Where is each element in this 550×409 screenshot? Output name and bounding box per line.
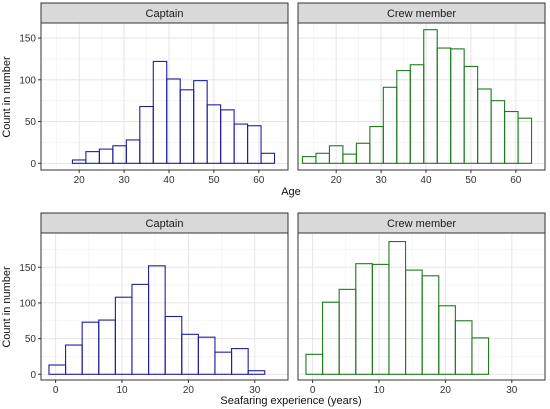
histogram-bar [247, 125, 262, 164]
histogram-bar [342, 153, 357, 164]
x-tick-label: 40 [420, 175, 432, 186]
y-tick-label: 0 [30, 370, 36, 381]
histogram-bar [260, 152, 276, 164]
facet-strip-label: Captain [146, 218, 184, 230]
x-tick-label: 0 [53, 385, 59, 396]
histogram-bar [65, 344, 83, 375]
x-tick-label: 20 [74, 175, 86, 186]
histogram-bar [471, 337, 490, 375]
x-tick-label: 20 [331, 175, 343, 186]
histogram-bar [197, 336, 216, 375]
histogram-bar [371, 263, 390, 375]
x-tick-label: 20 [183, 385, 195, 396]
y-tick-label: 50 [25, 334, 37, 345]
x-axis-title-experience: Seafaring experience (years) [220, 395, 361, 407]
x-tick-label: 30 [119, 175, 131, 186]
y-tick-label: 100 [19, 75, 36, 86]
x-tick-label: 30 [376, 175, 388, 186]
histogram-bar [148, 265, 166, 375]
histogram-bar [125, 139, 141, 164]
histogram-bar [338, 288, 357, 375]
y-tick-label: 50 [25, 117, 37, 128]
panel-experience-captain: Captain 0 10 20 30 0 50 100 150 [19, 212, 289, 396]
x-tick-label: 30 [506, 385, 518, 396]
x-tick-label: 10 [373, 385, 385, 396]
y-axis-title-top: Count in number [1, 56, 13, 138]
facet-strip-label: Crew member [387, 8, 456, 20]
x-tick-label: 50 [465, 175, 477, 186]
x-tick-label: 50 [208, 175, 220, 186]
histogram-bar [438, 305, 456, 375]
x-tick-label: 20 [440, 385, 452, 396]
x-tick-label: 60 [253, 175, 265, 186]
histogram-bar [81, 321, 100, 375]
y-tick-label: 150 [19, 263, 36, 274]
x-tick-label: 60 [510, 175, 522, 186]
histogram-bar [355, 263, 373, 375]
histogram-bar [214, 351, 233, 375]
histogram-bar [85, 151, 100, 164]
panel-border [297, 22, 546, 171]
x-tick-label: 0 [310, 385, 316, 396]
facet-strip-label: Crew member [387, 218, 456, 230]
histogram-bar [454, 320, 473, 375]
panel-border [40, 22, 289, 171]
histogram-bar [517, 117, 533, 164]
histogram-bar [305, 353, 324, 375]
panel-age-crew: Crew member 20 30 40 50 60 [297, 2, 546, 186]
x-tick-label: 30 [249, 385, 261, 396]
histogram-bar [388, 241, 407, 375]
histogram-bar [421, 275, 440, 375]
facet-strip-label: Captain [146, 8, 184, 20]
histogram-bar [382, 86, 398, 164]
histogram-bar [405, 269, 423, 375]
histogram-bar [231, 348, 249, 375]
y-tick-label: 150 [19, 34, 36, 45]
histogram-bar [48, 364, 67, 375]
panel-border [297, 232, 546, 381]
x-tick-label: 10 [116, 385, 128, 396]
histogram-bar [114, 296, 133, 375]
histogram-bar [98, 319, 116, 375]
x-tick-label: 40 [163, 175, 175, 186]
histogram-bar [181, 333, 199, 375]
y-axis-title-bottom: Count in number [1, 266, 13, 348]
histogram-bar [131, 283, 150, 375]
histogram-bar [152, 60, 168, 164]
x-axis-title-age: Age [281, 186, 301, 198]
y-tick-label: 100 [19, 298, 36, 309]
panel-border [40, 232, 289, 381]
panel-age-captain: Captain 20 30 40 50 60 0 50 100 150 [19, 2, 289, 186]
histogram-bar [450, 48, 465, 164]
y-tick-label: 0 [30, 159, 36, 170]
histogram-bar [477, 88, 492, 164]
panel-experience-crew: Crew member 0 10 20 30 [297, 212, 546, 396]
histogram-bar [315, 152, 330, 164]
histogram-bar [220, 109, 235, 164]
histogram-bar [247, 370, 266, 375]
histogram-bar [164, 315, 183, 375]
